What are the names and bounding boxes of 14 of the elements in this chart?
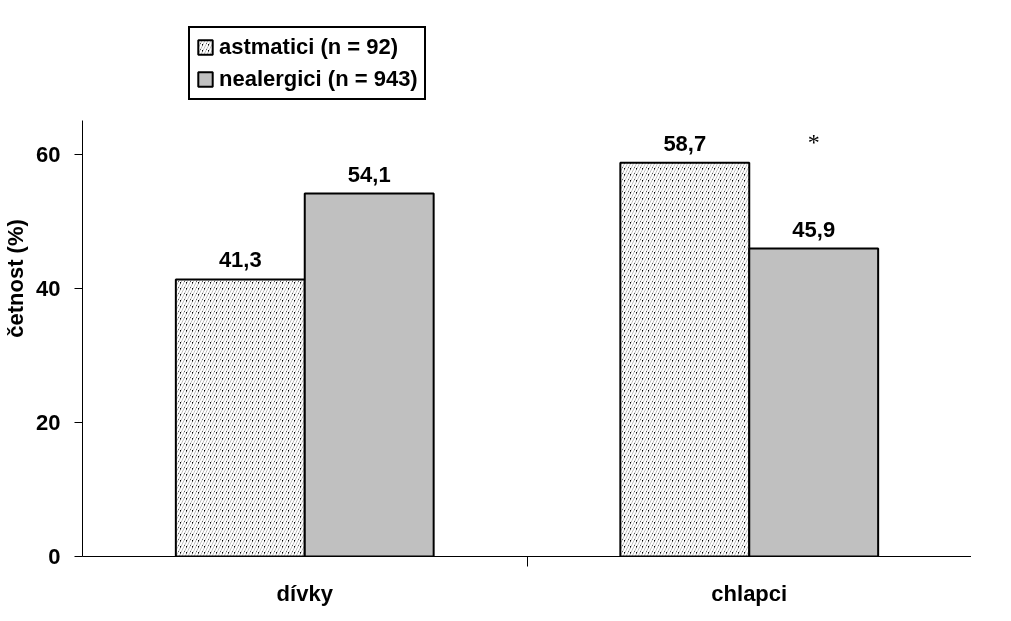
y-tick-label: 40: [36, 275, 61, 301]
data-label: 54,1: [347, 161, 391, 187]
y-axis-title: četnost (%): [3, 219, 29, 338]
legend-label: nealergici (n = 943): [219, 66, 418, 92]
y-tick-label: 20: [36, 409, 61, 435]
data-label: 58,7: [663, 130, 707, 156]
annotation: *: [807, 128, 820, 155]
x-tick-label: chlapci: [711, 580, 788, 606]
data-label: 41,3: [218, 247, 262, 273]
y-tick-label: 60: [36, 141, 61, 167]
data-label: 45,9: [792, 216, 836, 242]
x-tick-label: dívky: [276, 580, 334, 606]
y-tick-label: 0: [48, 544, 61, 569]
legend-label: astmatici (n = 92): [219, 34, 399, 60]
